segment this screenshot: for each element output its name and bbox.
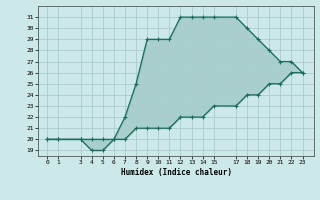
X-axis label: Humidex (Indice chaleur): Humidex (Indice chaleur) <box>121 168 231 177</box>
